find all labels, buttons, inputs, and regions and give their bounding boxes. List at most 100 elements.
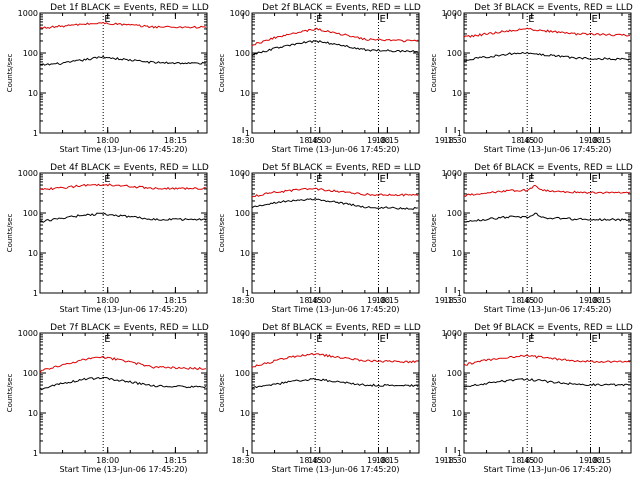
- y-tick-label: 100: [23, 209, 38, 218]
- x-tick-label: 18:00: [308, 456, 331, 465]
- x-tick-label: 18:30: [444, 456, 467, 465]
- x-tick-label: 19:00: [579, 456, 602, 465]
- x-tick-label: 18:00: [308, 296, 331, 305]
- y-tick-label: 100: [447, 209, 462, 218]
- x-tick-label: 18:15: [164, 456, 187, 465]
- event-marker-label: E: [592, 14, 598, 25]
- y-tick-label: 10: [452, 89, 462, 98]
- y-tick-label: 1000: [442, 169, 462, 178]
- y-tick-label: 1: [457, 289, 462, 298]
- series-group: [252, 27, 419, 57]
- event-marker-label: E: [528, 334, 534, 345]
- chart-panel-3: Det 3f BLACK = Events, RED = LLD 1 10 100 10…: [430, 3, 633, 154]
- series-group: [464, 354, 631, 388]
- x-tick-label: 18:30: [232, 296, 255, 305]
- plot-frame: [39, 172, 208, 294]
- series-line-lld: [464, 27, 631, 38]
- event-marker-label: E: [316, 334, 322, 345]
- y-tick-label: 100: [447, 49, 462, 58]
- x-tick-label: 19:00: [579, 296, 602, 305]
- event-marker-label: E: [104, 174, 110, 185]
- x-axis-label: Start Time (13-Jun-06 17:45:20): [60, 145, 188, 154]
- event-marker-label: E: [104, 334, 110, 345]
- y-axis-label: Counts/sec: [430, 374, 438, 413]
- x-tick-label: 19:15: [435, 296, 458, 305]
- event-marker-label: E: [316, 14, 322, 25]
- y-tick-label: 10: [28, 249, 38, 258]
- chart-panel-8: Det 8f BLACK = Events, RED = LLD 1 10 100 10…: [218, 323, 602, 474]
- y-tick-label: 10: [28, 409, 38, 418]
- x-tick-label: 19:00: [367, 296, 390, 305]
- y-tick-label: 10: [452, 409, 462, 418]
- series-line-events: [464, 212, 631, 223]
- y-tick-label: 1: [245, 289, 250, 298]
- chart-panel-5: Det 5f BLACK = Events, RED = LLD 1 10 100 10…: [218, 163, 602, 314]
- chart-title: Det 6f BLACK = Events, RED = LLD: [474, 163, 633, 173]
- chart-title: Det 7f BLACK = Events, RED = LLD: [50, 323, 209, 333]
- series-line-lld: [252, 187, 419, 198]
- x-axis-label: Start Time (13-Jun-06 17:45:20): [60, 305, 188, 314]
- event-marker-label: E: [380, 174, 386, 185]
- x-tick-label: 18:00: [520, 136, 543, 145]
- event-marker-label: E: [528, 174, 534, 185]
- y-axis-label: Counts/sec: [6, 54, 14, 93]
- chart-panel-7: Det 7f BLACK = Events, RED = LLD 1 10 100 10…: [6, 323, 458, 474]
- chart-title: Det 5f BLACK = Events, RED = LLD: [262, 163, 421, 173]
- plot-frame: [39, 12, 208, 134]
- x-axis-label: Start Time (13-Jun-06 17:45:20): [484, 145, 612, 154]
- chart-panel-4: Det 4f BLACK = Events, RED = LLD 1 10 100 10…: [6, 163, 458, 314]
- y-tick-label: 1: [33, 129, 38, 138]
- y-axis-label: Counts/sec: [218, 374, 226, 413]
- x-tick-label: 18:15: [376, 136, 399, 145]
- x-tick-label: 18:45: [511, 456, 534, 465]
- series-group: [40, 183, 207, 223]
- series-line-lld: [40, 21, 207, 29]
- x-axis-label: Start Time (13-Jun-06 17:45:20): [60, 465, 188, 474]
- y-axis-label: Counts/sec: [6, 374, 14, 413]
- x-tick-label: 18:00: [96, 296, 119, 305]
- x-tick-label: 18:45: [511, 136, 534, 145]
- series-line-events: [40, 55, 206, 66]
- series-line-events: [252, 39, 419, 57]
- chart-panel-1: Det 1f BLACK = Events, RED = LLD 1 10 100 10…: [6, 3, 458, 154]
- y-tick-label: 1: [245, 449, 250, 458]
- series-line-events: [252, 377, 419, 389]
- chart-panel-9: Det 9f BLACK = Events, RED = LLD 1 10 100 10…: [430, 323, 633, 474]
- event-marker-label: E: [380, 334, 386, 345]
- y-tick-label: 100: [447, 369, 462, 378]
- y-tick-label: 10: [240, 89, 250, 98]
- x-tick-label: 19:00: [579, 136, 602, 145]
- series-group: [40, 21, 207, 66]
- x-tick-label: 18:45: [299, 456, 322, 465]
- x-tick-label: 19:00: [367, 136, 390, 145]
- y-tick-label: 100: [235, 209, 250, 218]
- x-tick-label: 18:45: [299, 296, 322, 305]
- series-line-events: [464, 377, 630, 388]
- x-tick-label: 18:30: [232, 136, 255, 145]
- series-line-lld: [40, 355, 207, 373]
- series-line-lld: [252, 27, 419, 47]
- plot-frame: [251, 12, 420, 134]
- x-axis-label: Start Time (13-Jun-06 17:45:20): [272, 465, 400, 474]
- x-tick-label: 18:30: [444, 296, 467, 305]
- y-tick-label: 1000: [18, 9, 38, 18]
- plot-frame: [463, 12, 632, 134]
- chart-panel-6: Det 6f BLACK = Events, RED = LLD 1 10 100 10…: [430, 163, 633, 314]
- series-line-lld: [40, 183, 206, 191]
- y-tick-label: 100: [235, 369, 250, 378]
- chart-title: Det 8f BLACK = Events, RED = LLD: [262, 323, 421, 333]
- x-axis-label: Start Time (13-Jun-06 17:45:20): [484, 305, 612, 314]
- series-line-events: [40, 376, 207, 391]
- event-marker-label: E: [528, 14, 534, 25]
- x-tick-label: 18:15: [588, 296, 611, 305]
- y-tick-label: 1000: [442, 9, 462, 18]
- chart-title: Det 3f BLACK = Events, RED = LLD: [474, 3, 633, 13]
- plot-frame: [463, 332, 632, 454]
- x-tick-label: 19:15: [435, 136, 458, 145]
- event-marker-label: E: [104, 14, 110, 25]
- y-tick-label: 10: [240, 409, 250, 418]
- y-tick-label: 1000: [18, 169, 38, 178]
- series-group: [40, 355, 207, 391]
- x-tick-label: 18:15: [164, 136, 187, 145]
